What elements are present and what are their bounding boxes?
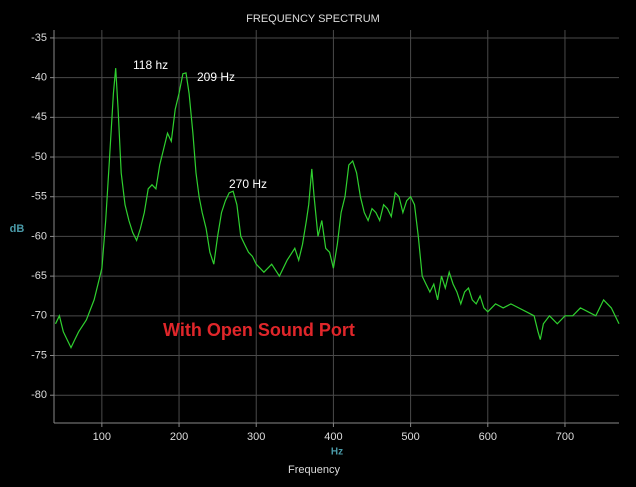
x-axis-unit: Hz bbox=[331, 447, 343, 458]
y-tick-label: -70 bbox=[31, 310, 47, 322]
x-tick-label: 300 bbox=[247, 431, 265, 443]
x-tick-label: 600 bbox=[479, 431, 497, 443]
annotation: 118 hz bbox=[133, 58, 168, 72]
y-tick-label: -35 bbox=[31, 32, 47, 44]
y-tick-label: -40 bbox=[31, 72, 47, 84]
x-tick-label: 700 bbox=[556, 431, 574, 443]
annotation: 209 Hz bbox=[197, 70, 235, 84]
x-tick-label: 100 bbox=[93, 431, 111, 443]
y-tick-label: -75 bbox=[31, 349, 47, 361]
y-tick-label: -80 bbox=[31, 389, 47, 401]
annotation: 270 Hz bbox=[229, 177, 267, 191]
x-axis-label: Frequency bbox=[288, 464, 340, 476]
y-tick-label: -65 bbox=[31, 270, 47, 282]
y-tick-label: -60 bbox=[31, 230, 47, 242]
y-tick-label: -45 bbox=[31, 111, 47, 123]
x-tick-label: 400 bbox=[324, 431, 342, 443]
chart-title: FREQUENCY SPECTRUM bbox=[246, 13, 380, 25]
x-tick-label: 200 bbox=[170, 431, 188, 443]
y-axis-label: dB bbox=[10, 223, 25, 235]
annotation: With Open Sound Port bbox=[163, 320, 355, 340]
spectrum-line bbox=[54, 68, 620, 349]
y-tick-label: -55 bbox=[31, 191, 47, 203]
x-tick-label: 500 bbox=[401, 431, 419, 443]
y-tick-label: -50 bbox=[31, 151, 47, 163]
